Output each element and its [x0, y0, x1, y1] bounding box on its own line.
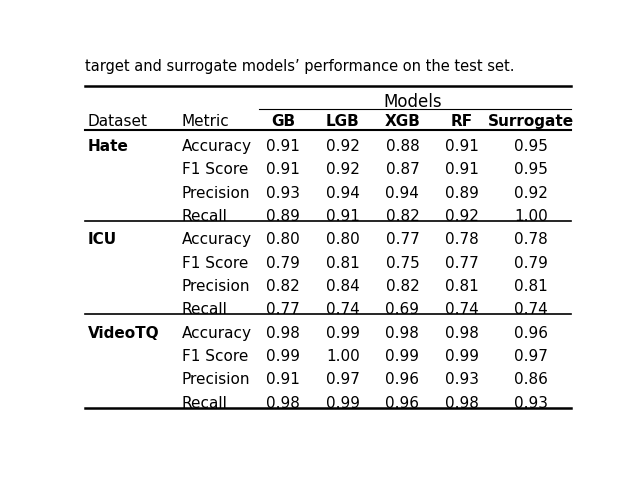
- Text: 0.91: 0.91: [445, 162, 479, 177]
- Text: 0.74: 0.74: [515, 301, 548, 316]
- Text: 0.82: 0.82: [385, 278, 419, 293]
- Text: 0.92: 0.92: [445, 208, 479, 223]
- Text: 0.89: 0.89: [266, 208, 300, 223]
- Text: Accuracy: Accuracy: [182, 325, 252, 340]
- Text: Recall: Recall: [182, 301, 228, 316]
- Text: Precision: Precision: [182, 278, 250, 293]
- Text: 0.96: 0.96: [385, 372, 419, 386]
- Text: 0.99: 0.99: [445, 348, 479, 363]
- Text: 0.98: 0.98: [266, 325, 300, 340]
- Text: 0.78: 0.78: [515, 232, 548, 247]
- Text: RF: RF: [451, 114, 473, 129]
- Text: 0.98: 0.98: [266, 395, 300, 409]
- Text: 0.92: 0.92: [326, 139, 360, 154]
- Text: Recall: Recall: [182, 208, 228, 223]
- Text: 0.89: 0.89: [445, 185, 479, 200]
- Text: 0.74: 0.74: [326, 301, 360, 316]
- Text: target and surrogate models’ performance on the test set.: target and surrogate models’ performance…: [85, 60, 515, 74]
- Text: F1 Score: F1 Score: [182, 162, 248, 177]
- Text: 0.98: 0.98: [385, 325, 419, 340]
- Text: 0.87: 0.87: [385, 162, 419, 177]
- Text: 0.94: 0.94: [326, 185, 360, 200]
- Text: 0.92: 0.92: [326, 162, 360, 177]
- Text: 0.95: 0.95: [515, 162, 548, 177]
- Text: 0.77: 0.77: [385, 232, 419, 247]
- Text: 0.82: 0.82: [266, 278, 300, 293]
- Text: Accuracy: Accuracy: [182, 232, 252, 247]
- Text: Metric: Metric: [182, 114, 229, 129]
- Text: 0.93: 0.93: [266, 185, 300, 200]
- Text: 0.96: 0.96: [515, 325, 548, 340]
- Text: Precision: Precision: [182, 372, 250, 386]
- Text: F1 Score: F1 Score: [182, 255, 248, 270]
- Text: 0.91: 0.91: [266, 162, 300, 177]
- Text: 0.84: 0.84: [326, 278, 360, 293]
- Text: Hate: Hate: [88, 139, 128, 154]
- Text: 0.97: 0.97: [326, 372, 360, 386]
- Text: 0.78: 0.78: [445, 232, 479, 247]
- Text: 0.86: 0.86: [515, 372, 548, 386]
- Text: 0.91: 0.91: [266, 139, 300, 154]
- Text: Accuracy: Accuracy: [182, 139, 252, 154]
- Text: 0.77: 0.77: [266, 301, 300, 316]
- Text: Models: Models: [383, 92, 442, 110]
- Text: 0.69: 0.69: [385, 301, 419, 316]
- Text: 0.80: 0.80: [266, 232, 300, 247]
- Text: 0.93: 0.93: [445, 372, 479, 386]
- Text: 0.91: 0.91: [445, 139, 479, 154]
- Text: Dataset: Dataset: [88, 114, 147, 129]
- Text: 1.00: 1.00: [515, 208, 548, 223]
- Text: 0.99: 0.99: [326, 325, 360, 340]
- Text: Precision: Precision: [182, 185, 250, 200]
- Text: 0.77: 0.77: [445, 255, 479, 270]
- Text: 0.82: 0.82: [385, 208, 419, 223]
- Text: 1.00: 1.00: [326, 348, 360, 363]
- Text: 0.91: 0.91: [266, 372, 300, 386]
- Text: 0.74: 0.74: [445, 301, 479, 316]
- Text: 0.79: 0.79: [515, 255, 548, 270]
- Text: 0.81: 0.81: [445, 278, 479, 293]
- Text: 0.92: 0.92: [515, 185, 548, 200]
- Text: GB: GB: [271, 114, 296, 129]
- Text: 0.99: 0.99: [385, 348, 419, 363]
- Text: 0.81: 0.81: [515, 278, 548, 293]
- Text: 0.96: 0.96: [385, 395, 419, 409]
- Text: 0.81: 0.81: [326, 255, 360, 270]
- Text: 0.79: 0.79: [266, 255, 300, 270]
- Text: Recall: Recall: [182, 395, 228, 409]
- Text: F1 Score: F1 Score: [182, 348, 248, 363]
- Text: 0.98: 0.98: [445, 325, 479, 340]
- Text: LGB: LGB: [326, 114, 360, 129]
- Text: 0.99: 0.99: [266, 348, 300, 363]
- Text: 0.99: 0.99: [326, 395, 360, 409]
- Text: Surrogate: Surrogate: [488, 114, 575, 129]
- Text: 0.97: 0.97: [515, 348, 548, 363]
- Text: 0.93: 0.93: [515, 395, 548, 409]
- Text: 0.88: 0.88: [385, 139, 419, 154]
- Text: ICU: ICU: [88, 232, 116, 247]
- Text: 0.95: 0.95: [515, 139, 548, 154]
- Text: 0.80: 0.80: [326, 232, 360, 247]
- Text: 0.75: 0.75: [385, 255, 419, 270]
- Text: 0.94: 0.94: [385, 185, 419, 200]
- Text: VideoTQ: VideoTQ: [88, 325, 159, 340]
- Text: XGB: XGB: [385, 114, 420, 129]
- Text: 0.98: 0.98: [445, 395, 479, 409]
- Text: 0.91: 0.91: [326, 208, 360, 223]
